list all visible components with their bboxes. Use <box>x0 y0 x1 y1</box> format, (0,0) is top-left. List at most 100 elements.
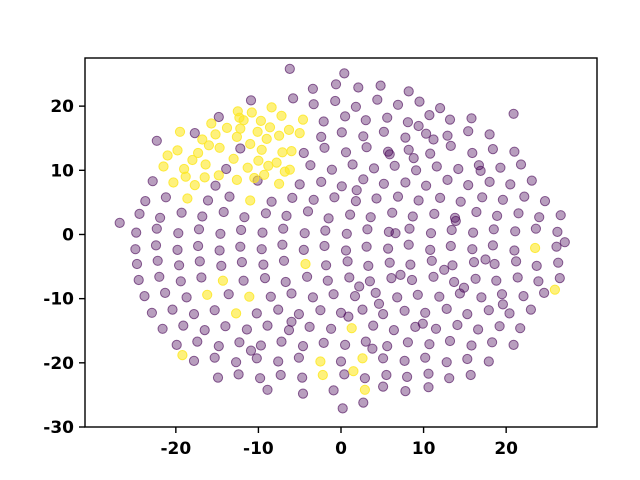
data-point-class-0-purple <box>276 336 287 347</box>
data-point-class-0-purple <box>465 369 476 381</box>
data-point-class-0-purple <box>483 305 494 316</box>
data-point-class-1-yellow <box>231 308 242 319</box>
data-point-class-1-yellow <box>294 128 305 139</box>
data-point-class-0-purple <box>155 212 166 223</box>
data-point-class-0-purple <box>497 194 508 205</box>
data-point-class-0-purple <box>470 273 481 284</box>
data-point-class-0-purple <box>320 225 331 236</box>
data-point-class-0-purple <box>382 112 393 123</box>
data-point-class-0-purple <box>480 254 491 265</box>
data-point-class-0-purple <box>429 208 440 219</box>
data-point-class-0-purple <box>539 287 550 298</box>
data-point-class-0-purple <box>364 276 375 287</box>
data-point-class-0-purple <box>467 147 478 159</box>
data-point-class-0-purple <box>262 384 273 395</box>
data-point-class-0-purple <box>513 208 524 219</box>
data-point-class-0-purple <box>341 228 352 239</box>
data-point-class-0-purple <box>384 257 395 268</box>
data-point-class-0-purple <box>487 144 498 155</box>
data-point-class-0-purple <box>421 128 432 139</box>
data-point-class-0-purple <box>357 304 368 315</box>
data-point-class-0-purple <box>365 212 376 223</box>
data-point-class-0-purple <box>487 240 498 251</box>
data-point-class-0-purple <box>251 353 262 364</box>
x-tick-label: 10 <box>412 439 436 459</box>
data-point-class-0-purple <box>151 135 162 146</box>
data-point-class-0-purple <box>383 243 394 254</box>
data-point-class-0-purple <box>326 164 337 175</box>
data-point-class-0-purple <box>336 127 347 138</box>
data-point-class-1-yellow <box>217 275 228 286</box>
data-point-class-0-purple <box>554 273 565 284</box>
data-point-class-1-yellow <box>206 118 217 129</box>
data-point-class-0-purple <box>392 292 403 303</box>
data-point-class-0-purple <box>371 193 382 204</box>
data-point-class-0-purple <box>189 128 200 139</box>
data-point-class-0-purple <box>477 192 488 203</box>
data-point-class-0-purple <box>323 213 334 224</box>
data-point-class-0-purple <box>305 160 316 171</box>
data-point-class-0-purple <box>199 325 210 336</box>
data-point-class-0-purple <box>224 191 235 202</box>
data-point-class-0-purple <box>343 311 354 322</box>
data-point-class-0-purple <box>347 159 358 170</box>
data-point-class-1-yellow <box>357 353 368 364</box>
data-point-class-0-purple <box>473 160 484 171</box>
data-point-class-0-purple <box>410 321 421 332</box>
data-point-class-0-purple <box>209 305 220 316</box>
data-point-class-0-purple <box>245 345 257 356</box>
data-point-class-0-purple <box>172 244 183 255</box>
data-point-class-0-purple <box>350 101 361 112</box>
data-point-class-0-purple <box>302 206 314 217</box>
data-point-class-0-purple <box>147 176 158 187</box>
data-point-class-0-purple <box>387 207 398 218</box>
data-point-class-0-purple <box>280 276 291 288</box>
data-point-class-0-purple <box>444 373 455 384</box>
data-point-class-1-yellow <box>213 170 224 181</box>
data-point-class-0-purple <box>220 321 231 332</box>
data-point-class-0-purple <box>475 165 486 176</box>
data-point-class-0-purple <box>258 259 269 270</box>
data-point-class-1-yellow <box>244 291 255 302</box>
data-point-class-0-purple <box>146 307 157 318</box>
data-point-class-1-yellow <box>182 193 193 204</box>
data-point-class-1-yellow <box>249 172 260 184</box>
data-point-class-1-yellow <box>246 107 257 118</box>
data-point-class-0-purple <box>488 224 499 235</box>
data-point-class-0-purple <box>316 131 327 142</box>
data-point-class-0-purple <box>414 96 425 107</box>
data-point-class-0-purple <box>130 244 141 255</box>
data-point-class-0-purple <box>551 241 562 252</box>
data-point-class-0-purple <box>492 210 503 221</box>
data-point-class-0-purple <box>362 224 373 235</box>
data-point-class-0-purple <box>494 321 505 332</box>
data-point-class-1-yellow <box>168 177 179 188</box>
data-point-class-0-purple <box>403 144 414 155</box>
data-point-class-0-purple <box>483 356 494 367</box>
data-point-class-0-purple <box>298 147 309 159</box>
data-point-class-0-purple <box>445 240 456 252</box>
x-tick-label: -20 <box>160 439 191 459</box>
data-point-class-0-purple <box>213 341 224 352</box>
data-point-class-0-purple <box>444 114 456 125</box>
data-point-class-0-purple <box>373 298 385 309</box>
data-point-class-0-purple <box>318 116 329 127</box>
data-point-class-0-purple <box>330 95 341 107</box>
data-point-class-1-yellow <box>177 350 188 361</box>
data-point-class-0-purple <box>131 258 143 270</box>
data-point-class-1-yellow <box>271 157 282 168</box>
data-point-class-0-purple <box>526 175 537 186</box>
data-point-class-0-purple <box>435 192 446 203</box>
data-point-class-0-purple <box>509 245 520 256</box>
data-point-class-0-purple <box>378 381 389 392</box>
data-point-class-0-purple <box>287 192 298 203</box>
data-point-class-0-purple <box>255 373 266 384</box>
data-point-class-0-purple <box>458 282 470 293</box>
x-tick-label: 20 <box>494 439 518 459</box>
data-point-class-0-purple <box>160 287 171 298</box>
data-point-class-0-purple <box>439 264 450 275</box>
data-point-class-1-yellow <box>189 180 200 191</box>
data-point-class-0-purple <box>484 176 495 187</box>
data-point-class-1-yellow <box>228 153 239 164</box>
y-tick-label: -20 <box>43 354 74 374</box>
